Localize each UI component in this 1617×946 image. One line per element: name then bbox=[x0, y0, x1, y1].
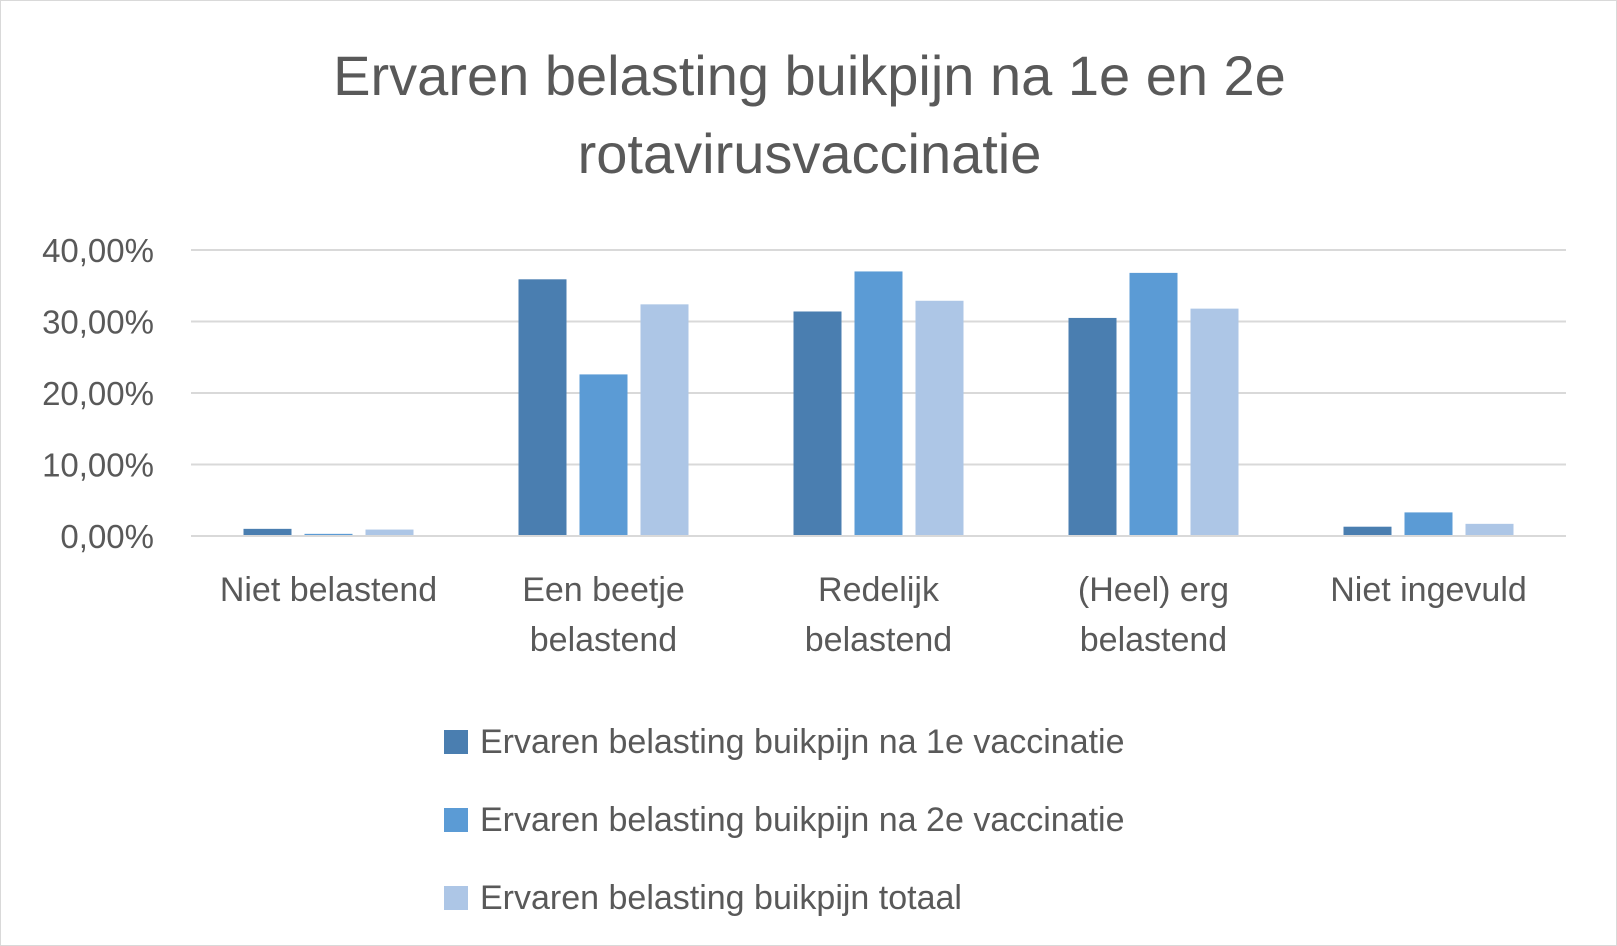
x-tick-label: Niet belastend bbox=[220, 571, 437, 609]
x-tick-label: Een beetje bbox=[522, 571, 685, 609]
chart-legend: Ervaren belasting buikpijn na 1e vaccina… bbox=[444, 703, 1125, 937]
y-tick-label: 0,00% bbox=[60, 518, 154, 555]
legend-item: Ervaren belasting buikpijn na 2e vaccina… bbox=[444, 781, 1125, 859]
legend-item: Ervaren belasting buikpijn na 1e vaccina… bbox=[444, 703, 1125, 781]
x-tick-label: Niet ingevuld bbox=[1330, 571, 1527, 609]
y-tick-label: 40,00% bbox=[42, 232, 154, 269]
chart-title-line-2: rotavirusvaccinatie bbox=[577, 122, 1042, 185]
legend-swatch bbox=[444, 808, 468, 832]
y-tick-label: 20,00% bbox=[42, 375, 154, 412]
bar bbox=[1404, 512, 1453, 536]
bar bbox=[640, 304, 689, 536]
bar bbox=[1129, 272, 1178, 536]
legend-label: Ervaren belasting buikpijn na 1e vaccina… bbox=[480, 722, 1125, 761]
bar bbox=[518, 279, 567, 536]
x-tick-label: Redelijk bbox=[818, 571, 940, 609]
bar-chart: 0,00% 10,00% 20,00% 30,00% 40,00% Niet belast… bbox=[42, 232, 1566, 659]
legend-item: Ervaren belasting buikpijn totaal bbox=[444, 859, 1125, 937]
legend-label: Ervaren belasting buikpijn totaal bbox=[480, 878, 962, 917]
bar bbox=[854, 271, 903, 536]
bar bbox=[1068, 317, 1117, 536]
bar bbox=[1343, 526, 1392, 536]
y-tick-label: 10,00% bbox=[42, 447, 154, 484]
y-tick-label: 30,00% bbox=[42, 304, 154, 341]
legend-swatch bbox=[444, 730, 468, 754]
legend-swatch bbox=[444, 886, 468, 910]
chart-title-line-1: Ervaren belasting buikpijn na 1e en 2e bbox=[333, 44, 1286, 107]
bar bbox=[365, 529, 414, 536]
chart-title: Ervaren belasting buikpijn na 1e en 2e r… bbox=[1, 37, 1617, 193]
x-tick-label: belastend bbox=[1080, 621, 1227, 659]
bar bbox=[915, 300, 964, 536]
bar bbox=[579, 374, 628, 536]
bar bbox=[1465, 523, 1514, 536]
legend-label: Ervaren belasting buikpijn na 2e vaccina… bbox=[480, 800, 1125, 839]
x-tick-label: belastend bbox=[805, 621, 952, 659]
x-tick-label: belastend bbox=[530, 621, 677, 659]
bar bbox=[793, 311, 842, 536]
x-tick-label: (Heel) erg bbox=[1078, 571, 1229, 609]
bar bbox=[243, 528, 292, 536]
bar bbox=[304, 533, 353, 536]
bar bbox=[1190, 308, 1239, 536]
